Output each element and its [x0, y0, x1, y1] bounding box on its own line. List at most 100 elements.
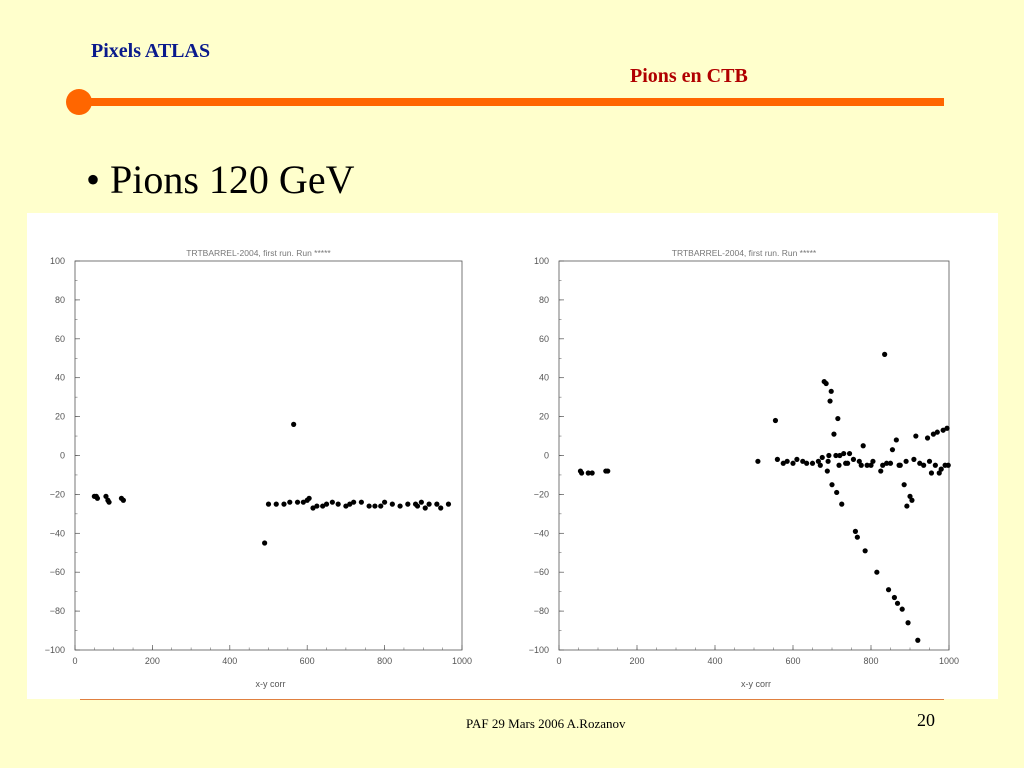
data-point: [306, 495, 312, 501]
data-point: [936, 470, 942, 476]
data-point: [585, 470, 591, 476]
chart-title: TRTBARREL-2004, first run. Run *****: [672, 248, 817, 258]
data-point: [928, 470, 935, 476]
data-point: [938, 466, 944, 472]
plot-frame: [558, 260, 950, 651]
data-point: [809, 460, 816, 466]
data-point: [817, 462, 823, 468]
data-point: [945, 462, 951, 468]
data-point: [343, 503, 349, 509]
data-point: [826, 452, 832, 459]
data-point: [294, 499, 301, 505]
data-point: [106, 499, 112, 505]
data-point: [860, 443, 866, 449]
footer-rule: [80, 699, 944, 700]
x-tick-label: 1000: [452, 656, 472, 666]
y-tick-label: 80: [55, 295, 65, 305]
x-tick-label: 800: [377, 656, 392, 666]
data-point: [372, 503, 378, 509]
chart-title: TRTBARREL-2004, first run. Run *****: [186, 248, 331, 258]
data-point: [904, 503, 910, 509]
data-point: [780, 460, 786, 466]
y-tick-label: −100: [529, 645, 549, 655]
x-tick-label: 400: [707, 656, 722, 666]
y-tick-label: 0: [544, 451, 549, 461]
data-point: [794, 456, 800, 462]
data-point: [103, 493, 109, 499]
data-point: [804, 460, 810, 466]
data-point: [320, 503, 326, 509]
data-point: [901, 482, 907, 488]
data-point: [889, 447, 896, 453]
y-tick-label: −60: [534, 567, 549, 577]
x-tick-label: 600: [785, 656, 800, 666]
data-point: [934, 429, 940, 435]
y-tick-label: 20: [55, 412, 65, 422]
data-point: [835, 415, 841, 422]
x-tick-label: 800: [863, 656, 878, 666]
y-tick-label: 100: [534, 256, 549, 266]
title-rule: [80, 98, 944, 106]
data-point: [858, 462, 864, 468]
data-point: [291, 421, 297, 427]
x-tick-label: 400: [222, 656, 237, 666]
y-tick-label: 20: [539, 412, 549, 422]
data-point: [852, 528, 859, 534]
x-tick-label: 600: [300, 656, 315, 666]
data-point: [913, 433, 919, 439]
data-point: [314, 503, 320, 509]
brand-title: Pixels ATLAS: [91, 40, 211, 62]
data-point: [834, 489, 840, 496]
data-point: [389, 501, 395, 507]
data-point: [120, 497, 126, 503]
data-point: [944, 425, 950, 431]
data-point: [300, 499, 306, 505]
data-point: [924, 435, 931, 441]
data-point: [887, 460, 894, 466]
data-point: [358, 499, 364, 505]
data-point: [878, 468, 884, 474]
data-point: [836, 462, 842, 468]
y-tick-label: −40: [50, 528, 65, 538]
data-point: [828, 388, 834, 394]
data-point: [894, 600, 901, 606]
data-point: [874, 569, 880, 575]
data-point: [310, 505, 316, 511]
data-point: [864, 462, 870, 468]
data-point: [772, 417, 779, 424]
section-title: Pions en CTB: [630, 65, 748, 87]
data-point: [287, 499, 293, 505]
data-point: [281, 501, 287, 507]
data-point: [335, 501, 341, 507]
data-point: [774, 456, 781, 462]
figure-panel: TRTBARREL-2004, first run. Run ***** 0 20 0…: [27, 213, 998, 699]
data-point: [438, 505, 444, 511]
data-point: [905, 620, 911, 626]
data-point: [366, 503, 372, 509]
footer-text: PAF 29 Mars 2006 A.Rozanov: [466, 716, 626, 731]
data-point: [589, 470, 595, 476]
data-point: [930, 431, 937, 437]
data-point: [824, 468, 830, 474]
y-tick-label: 80: [539, 295, 549, 305]
data-point: [434, 501, 440, 507]
data-point: [932, 462, 938, 468]
data-point: [837, 452, 843, 459]
page-number: 20: [917, 710, 935, 730]
data-point: [422, 505, 428, 511]
data-point: [347, 501, 353, 507]
chart-2: TRTBARREL-2004, first run. Run ***** 0 20 0…: [529, 248, 959, 689]
data-point: [903, 458, 909, 464]
data-point: [885, 587, 892, 593]
bullet-point: • Pions 120 GeV: [86, 157, 355, 202]
data-point: [323, 501, 330, 507]
data-point: [915, 637, 921, 643]
data-point: [273, 501, 279, 507]
data-point: [426, 501, 432, 507]
data-point: [784, 458, 790, 464]
y-tick-label: −100: [45, 645, 65, 655]
data-point: [882, 351, 888, 357]
x-tick-label: 0: [556, 656, 561, 666]
y-tick-label: −20: [534, 489, 549, 499]
data-point: [825, 458, 831, 464]
